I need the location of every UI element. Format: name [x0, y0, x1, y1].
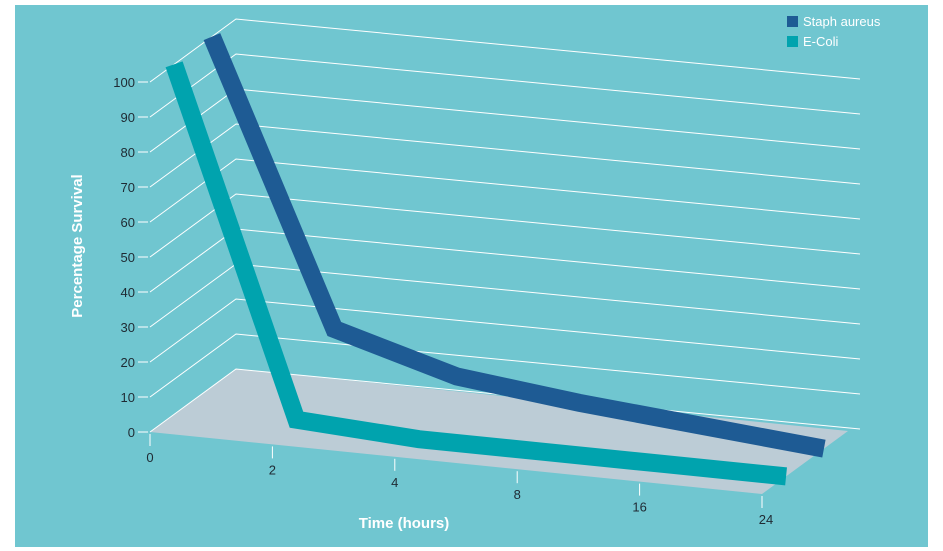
y-tick-label: 30	[121, 320, 135, 335]
y-tick-label: 60	[121, 215, 135, 230]
x-tick-label: 4	[391, 475, 398, 490]
gridline	[149, 193, 861, 258]
x-tick-label: 24	[759, 512, 773, 527]
y-tick-label: 20	[121, 355, 135, 370]
y-tick-label: 100	[113, 75, 135, 90]
y-axis-title: Percentage Survival	[69, 174, 86, 317]
y-tick-label: 10	[121, 390, 135, 405]
y-tick-label: 0	[128, 425, 135, 440]
legend-swatch	[787, 16, 798, 27]
series-line-staph-aureus	[203, 33, 826, 458]
y-tick-label: 90	[121, 110, 135, 125]
x-axis-title: Time (hours)	[359, 515, 450, 532]
y-tick-label: 40	[121, 285, 135, 300]
legend-swatch	[787, 36, 798, 47]
x-tick-label: 8	[514, 487, 521, 502]
gridline	[149, 18, 861, 83]
y-tick-label: 70	[121, 180, 135, 195]
x-tick-label: 16	[632, 500, 646, 515]
series-line-e-coli	[165, 61, 787, 486]
gridline	[149, 158, 861, 223]
legend: Staph aureus E-Coli	[787, 14, 881, 49]
x-tick-label: 0	[146, 450, 153, 465]
gridline	[149, 123, 861, 188]
gridline	[149, 298, 861, 363]
legend-label: Staph aureus	[803, 14, 881, 29]
legend-label: E-Coli	[803, 34, 839, 49]
y-tick-label: 50	[121, 250, 135, 265]
x-tick-label: 2	[269, 462, 276, 477]
y-tick-label: 80	[121, 145, 135, 160]
gridline	[149, 333, 861, 398]
